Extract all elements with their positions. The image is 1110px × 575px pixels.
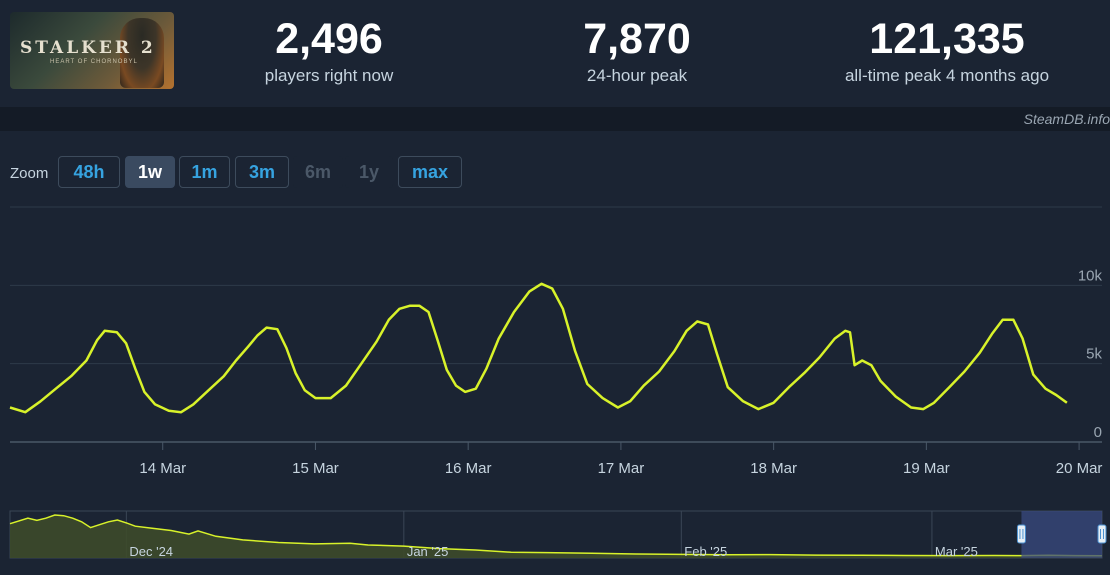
navigator-selection[interactable] — [1021, 511, 1102, 558]
game-logo-title: STALKER 2 — [20, 38, 156, 58]
x-tick-label: 16 Mar — [445, 460, 492, 477]
y-tick-label: 0 — [1094, 424, 1102, 441]
x-tick-label: 20 Mar — [1056, 460, 1103, 477]
x-tick-label: 15 Mar — [292, 460, 339, 477]
y-tick-label: 5k — [1086, 346, 1102, 363]
navigator-left-handle[interactable] — [1016, 524, 1026, 544]
navigator-tick-label: Mar '25 — [935, 544, 978, 559]
stat-all-time-peak: 121,335 all-time peak 4 months ago — [812, 14, 1082, 87]
navigator-tick-label: Dec '24 — [129, 544, 173, 559]
zoom-1y-button: 1y — [345, 156, 393, 188]
navigator-chart[interactable]: Dec '24 Jan '25 Feb '25 Mar '25 — [0, 505, 1110, 565]
zoom-label: Zoom — [10, 165, 49, 182]
stat-value: 2,496 — [275, 15, 383, 63]
x-tick-label: 17 Mar — [598, 460, 645, 477]
stat-value: 121,335 — [869, 15, 1025, 63]
navigator-tick-label: Jan '25 — [407, 544, 449, 559]
y-tick-label: 10k — [1078, 267, 1103, 284]
stat-value: 7,870 — [583, 15, 691, 63]
game-thumbnail[interactable]: STALKER 2 HEART OF CHORNOBYL — [10, 12, 174, 89]
stat-current-players: 2,496 players right now — [229, 14, 429, 87]
zoom-max-button[interactable]: max — [398, 156, 462, 188]
navigator-tick-label: Feb '25 — [684, 544, 727, 559]
navigator-area — [10, 515, 1102, 558]
player-count-line — [9, 282, 1068, 414]
game-logo-subtitle: HEART OF CHORNOBYL — [50, 59, 138, 65]
stat-label: 24-hour peak — [586, 66, 688, 85]
navigator-line — [9, 514, 1103, 557]
zoom-1w-button[interactable]: 1w — [125, 156, 175, 188]
x-tick-label: 19 Mar — [903, 460, 950, 477]
player-count-chart[interactable]: 0 5k 10k 14 Mar 15 Mar 16 Mar 17 Mar 18 Mar 19 … — [0, 195, 1110, 485]
zoom-6m-button: 6m — [293, 156, 343, 188]
stats-header: STALKER 2 HEART OF CHORNOBYL 2,496 playe… — [0, 0, 1110, 107]
zoom-1m-button[interactable]: 1m — [179, 156, 230, 188]
stat-label: all-time peak 4 months ago — [844, 66, 1050, 85]
zoom-48h-button[interactable]: 48h — [58, 156, 120, 188]
stalker-figure-icon — [120, 18, 164, 88]
stat-label: players right now — [264, 66, 394, 85]
steamdb-credit[interactable]: SteamDB.info — [1023, 111, 1110, 127]
x-tick-label: 14 Mar — [139, 460, 186, 477]
stat-24h-peak: 7,870 24-hour peak — [537, 14, 737, 87]
chart-header-strip — [0, 107, 1110, 131]
navigator-right-handle[interactable] — [1097, 524, 1107, 544]
chart-area — [0, 131, 1110, 575]
zoom-3m-button[interactable]: 3m — [235, 156, 289, 188]
x-tick-label: 18 Mar — [750, 460, 797, 477]
